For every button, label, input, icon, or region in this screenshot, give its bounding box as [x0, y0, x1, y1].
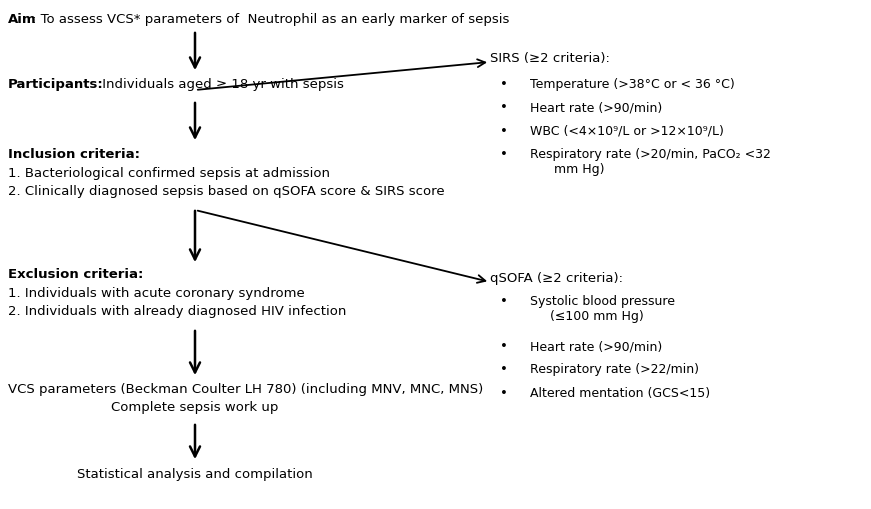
Text: WBC (<4×10⁹/L or >12×10⁹/L): WBC (<4×10⁹/L or >12×10⁹/L)	[530, 125, 724, 138]
Text: SIRS (≥2 criteria):: SIRS (≥2 criteria):	[490, 52, 610, 65]
Text: Respiratory rate (>22/min): Respiratory rate (>22/min)	[530, 363, 699, 376]
Text: •: •	[500, 78, 508, 91]
Text: Temperature (>38°C or < 36 °C): Temperature (>38°C or < 36 °C)	[530, 78, 735, 91]
Text: •: •	[500, 363, 508, 376]
Text: qSOFA (≥2 criteria):: qSOFA (≥2 criteria):	[490, 272, 623, 285]
Text: VCS parameters (Beckman Coulter LH 780) (including MNV, MNC, MNS): VCS parameters (Beckman Coulter LH 780) …	[8, 383, 483, 396]
Text: 1. Bacteriological confirmed sepsis at admission: 1. Bacteriological confirmed sepsis at a…	[8, 167, 330, 180]
Text: •: •	[500, 101, 508, 115]
Text: •: •	[500, 295, 508, 308]
Text: Exclusion criteria:: Exclusion criteria:	[8, 268, 144, 281]
Text: 2. Individuals with already diagnosed HIV infection: 2. Individuals with already diagnosed HI…	[8, 305, 347, 318]
Text: 2. Clinically diagnosed sepsis based on qSOFA score & SIRS score: 2. Clinically diagnosed sepsis based on …	[8, 185, 444, 198]
Text: Systolic blood pressure
     (≤100 mm Hg): Systolic blood pressure (≤100 mm Hg)	[530, 295, 675, 323]
Text: Heart rate (>90/min): Heart rate (>90/min)	[530, 340, 662, 353]
Text: Aim: Aim	[8, 13, 37, 26]
Text: •: •	[500, 125, 508, 138]
Text: •: •	[500, 340, 508, 353]
Text: : To assess VCS* parameters of  Neutrophil as an early marker of sepsis: : To assess VCS* parameters of Neutrophi…	[32, 13, 510, 26]
Text: Heart rate (>90/min): Heart rate (>90/min)	[530, 101, 662, 115]
Text: Individuals aged ≥ 18 yr with sepsis: Individuals aged ≥ 18 yr with sepsis	[98, 78, 344, 91]
Text: Respiratory rate (>20/min, PaCO₂ <32
      mm Hg): Respiratory rate (>20/min, PaCO₂ <32 mm …	[530, 148, 771, 176]
Text: •: •	[500, 387, 508, 400]
Text: Participants:: Participants:	[8, 78, 104, 91]
Text: •: •	[500, 148, 508, 161]
Text: Complete sepsis work up: Complete sepsis work up	[111, 401, 279, 414]
Text: Statistical analysis and compilation: Statistical analysis and compilation	[78, 468, 313, 481]
Text: Altered mentation (GCS<15): Altered mentation (GCS<15)	[530, 387, 710, 400]
Text: 1. Individuals with acute coronary syndrome: 1. Individuals with acute coronary syndr…	[8, 287, 305, 300]
Text: Inclusion criteria:: Inclusion criteria:	[8, 148, 140, 161]
